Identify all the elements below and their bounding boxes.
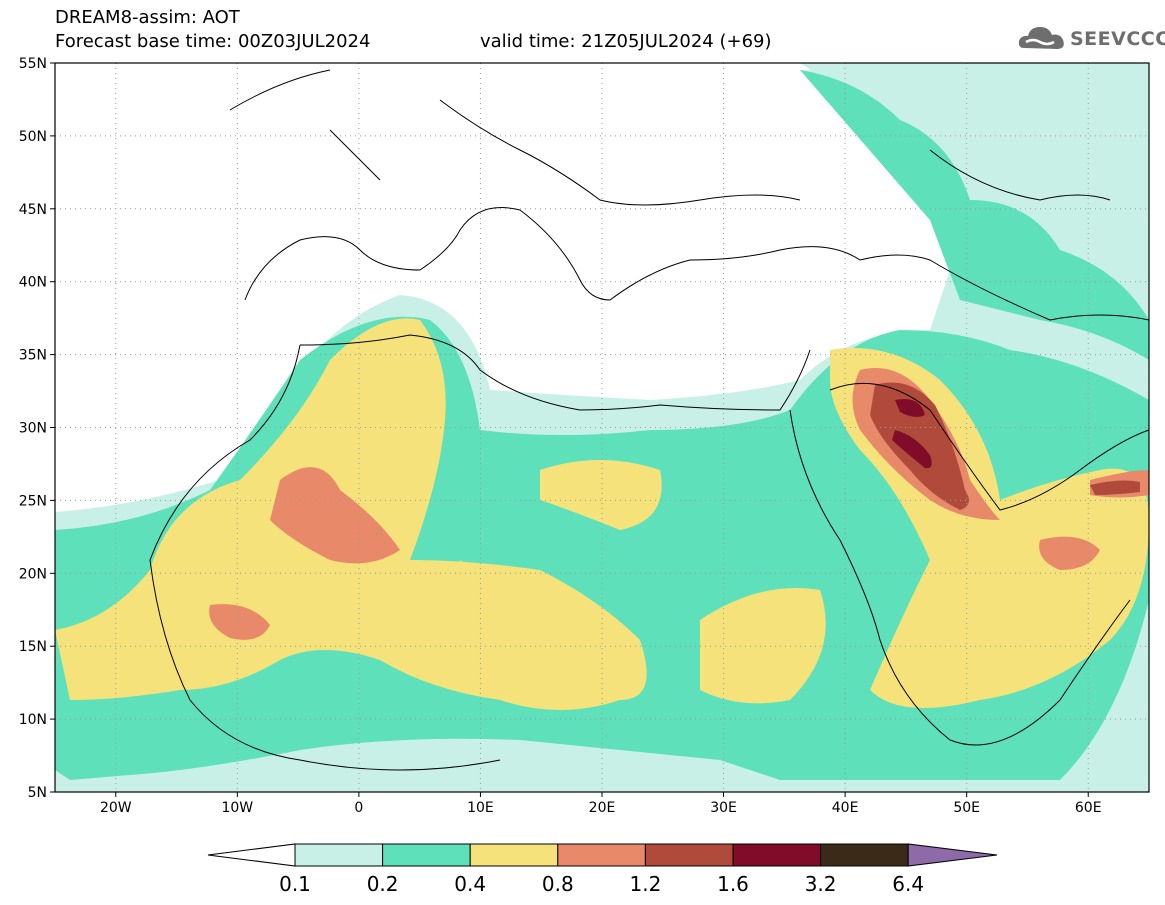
lat-label: 25N [19,493,47,509]
colorbar-swatch [732,843,822,867]
lat-label: 5N [28,785,47,801]
colorbar-label: 3.2 [805,872,837,896]
cloud-icon [1018,27,1064,49]
colorbar-swatch [469,843,559,867]
lat-label: 20N [19,566,47,582]
colorbar-label: 6.4 [892,872,924,896]
lon-label: 50E [953,800,980,816]
colorbar-swatch [820,843,909,867]
lat-label: 50N [19,129,47,145]
lon-label: 10W [221,800,253,816]
lon-label: 40E [832,800,859,816]
colorbar-swatch [294,843,384,867]
lon-label: 20W [100,800,132,816]
lat-label: 10N [19,712,47,728]
colorbar-low-arrow [207,843,296,867]
aot-map: 55N 50N 45N 40N 35N 30N 25N 20N 15N 10N 5N 20W 10W 0 1… [19,56,1150,816]
lat-label: 15N [19,639,47,655]
colorbar-label: 0.1 [279,872,311,896]
lat-label: 55N [19,56,47,72]
logo-text: SEEVCCC [1070,28,1165,50]
colorbar-high-arrow [907,843,998,867]
aot-field [55,63,1149,792]
lat-label: 40N [19,275,47,291]
lon-label: 10E [467,800,494,816]
colorbar-swatch [557,843,646,867]
forecast-base-time: Forecast base time: 00Z03JUL2024 [55,31,371,52]
lon-label: 60E [1075,800,1102,816]
seevccc-logo: SEEVCCC [1018,22,1165,58]
lat-label: 45N [19,202,47,218]
colorbar-label: 0.2 [367,872,399,896]
colorbar-label: 1.2 [629,872,661,896]
lat-label: 35N [19,348,47,364]
colorbar-swatch [644,843,734,867]
lat-label: 30N [19,421,47,437]
colorbar: 0.1 0.2 0.4 0.8 1.2 1.6 3.2 6.4 [207,843,998,896]
aot-level-1.6 [892,399,932,469]
colorbar-label: 0.8 [542,872,574,896]
colorbar-swatch [382,843,471,867]
colorbar-label: 1.6 [717,872,749,896]
lon-label: 30E [710,800,737,816]
axis-labels: 55N 50N 45N 40N 35N 30N 25N 20N 15N 10N 5N 20W 10W 0 1… [19,56,1102,816]
colorbar-label: 0.4 [454,872,486,896]
coastlines [149,69,1150,771]
lon-label: 0 [354,800,363,816]
map-title: DREAM8-assim: AOT [55,7,240,28]
valid-time: valid time: 21Z05JUL2024 (+69) [480,31,772,52]
lon-label: 20E [589,800,616,816]
